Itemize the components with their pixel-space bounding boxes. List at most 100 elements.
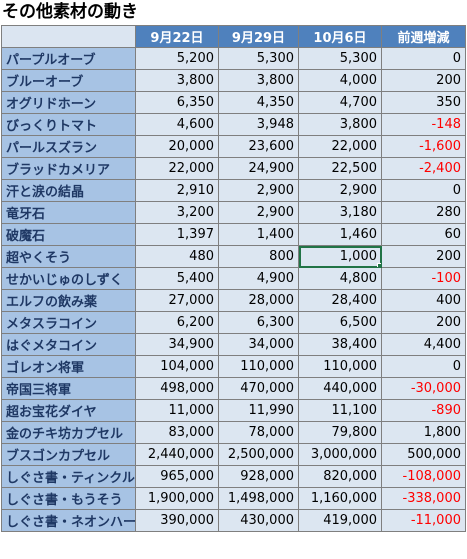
weekly-change-cell[interactable]: -148 bbox=[381, 113, 466, 136]
item-name-cell[interactable]: 破魔石 bbox=[1, 223, 136, 246]
price-oct6-cell[interactable]: 6,500 bbox=[298, 311, 382, 334]
weekly-change-cell[interactable]: 60 bbox=[381, 223, 466, 246]
price-sep22-cell[interactable]: 3,800 bbox=[135, 69, 219, 92]
price-oct6-cell[interactable]: 28,400 bbox=[298, 289, 382, 312]
price-sep22-cell[interactable]: 11,000 bbox=[135, 399, 219, 422]
item-name-cell[interactable]: 超お宝花ダイヤ bbox=[1, 399, 136, 422]
price-sep22-cell[interactable]: 498,000 bbox=[135, 377, 219, 400]
column-header-sep29[interactable]: 9月29日 bbox=[218, 25, 299, 48]
price-sep22-cell[interactable]: 104,000 bbox=[135, 355, 219, 378]
column-header-weekly-change[interactable]: 前週増減 bbox=[381, 25, 466, 48]
price-oct6-cell[interactable]: 1,000 bbox=[298, 245, 382, 268]
weekly-change-cell[interactable]: 1,800 bbox=[381, 421, 466, 444]
price-sep22-cell[interactable]: 27,000 bbox=[135, 289, 219, 312]
weekly-change-cell[interactable]: 4,400 bbox=[381, 333, 466, 356]
weekly-change-cell[interactable]: -338,000 bbox=[381, 487, 466, 510]
weekly-change-cell[interactable]: -11,000 bbox=[381, 509, 466, 532]
price-sep29-cell[interactable]: 78,000 bbox=[218, 421, 299, 444]
price-sep22-cell[interactable]: 2,440,000 bbox=[135, 443, 219, 466]
price-sep29-cell[interactable]: 1,400 bbox=[218, 223, 299, 246]
price-oct6-cell[interactable]: 4,800 bbox=[298, 267, 382, 290]
item-name-cell[interactable]: しぐさ書・ティンクル bbox=[1, 465, 136, 488]
price-sep22-cell[interactable]: 6,350 bbox=[135, 91, 219, 114]
item-name-cell[interactable]: せかいじゅのしずく bbox=[1, 267, 136, 290]
weekly-change-cell[interactable]: 0 bbox=[381, 179, 466, 202]
price-oct6-cell[interactable]: 22,500 bbox=[298, 157, 382, 180]
price-sep22-cell[interactable]: 1,397 bbox=[135, 223, 219, 246]
price-sep29-cell[interactable]: 3,800 bbox=[218, 69, 299, 92]
price-sep22-cell[interactable]: 6,200 bbox=[135, 311, 219, 334]
item-name-cell[interactable]: ブラッドカメリア bbox=[1, 157, 136, 180]
weekly-change-cell[interactable]: -890 bbox=[381, 399, 466, 422]
price-sep29-cell[interactable]: 928,000 bbox=[218, 465, 299, 488]
price-sep29-cell[interactable]: 5,300 bbox=[218, 47, 299, 70]
item-name-cell[interactable]: 超やくそう bbox=[1, 245, 136, 268]
price-sep29-cell[interactable]: 11,990 bbox=[218, 399, 299, 422]
price-oct6-cell[interactable]: 22,000 bbox=[298, 135, 382, 158]
item-name-cell[interactable]: しぐさ書・ネオンハート bbox=[1, 509, 136, 532]
price-sep29-cell[interactable]: 430,000 bbox=[218, 509, 299, 532]
price-oct6-cell[interactable]: 110,000 bbox=[298, 355, 382, 378]
price-oct6-cell[interactable]: 3,000,000 bbox=[298, 443, 382, 466]
item-name-cell[interactable]: パールスズラン bbox=[1, 135, 136, 158]
price-oct6-cell[interactable]: 11,100 bbox=[298, 399, 382, 422]
price-oct6-cell[interactable]: 79,800 bbox=[298, 421, 382, 444]
price-sep29-cell[interactable]: 2,900 bbox=[218, 179, 299, 202]
price-sep29-cell[interactable]: 2,500,000 bbox=[218, 443, 299, 466]
price-oct6-cell[interactable]: 1,160,000 bbox=[298, 487, 382, 510]
price-sep29-cell[interactable]: 800 bbox=[218, 245, 299, 268]
price-oct6-cell[interactable]: 38,400 bbox=[298, 333, 382, 356]
item-name-cell[interactable]: ブスゴンカプセル bbox=[1, 443, 136, 466]
item-name-cell[interactable]: ゴレオン将軍 bbox=[1, 355, 136, 378]
weekly-change-cell[interactable]: 0 bbox=[381, 355, 466, 378]
item-name-cell[interactable]: 金のチキ坊カプセル bbox=[1, 421, 136, 444]
price-oct6-cell[interactable]: 4,700 bbox=[298, 91, 382, 114]
item-name-cell[interactable]: エルフの飲み薬 bbox=[1, 289, 136, 312]
item-name-cell[interactable]: びっくりトマト bbox=[1, 113, 136, 136]
price-sep22-cell[interactable]: 83,000 bbox=[135, 421, 219, 444]
price-oct6-cell[interactable]: 2,900 bbox=[298, 179, 382, 202]
item-name-cell[interactable]: はぐメタコイン bbox=[1, 333, 136, 356]
price-sep29-cell[interactable]: 470,000 bbox=[218, 377, 299, 400]
weekly-change-cell[interactable]: 400 bbox=[381, 289, 466, 312]
item-name-cell[interactable]: 竜牙石 bbox=[1, 201, 136, 224]
price-sep22-cell[interactable]: 1,900,000 bbox=[135, 487, 219, 510]
price-sep22-cell[interactable]: 965,000 bbox=[135, 465, 219, 488]
price-sep22-cell[interactable]: 5,200 bbox=[135, 47, 219, 70]
price-oct6-cell[interactable]: 419,000 bbox=[298, 509, 382, 532]
price-sep22-cell[interactable]: 34,900 bbox=[135, 333, 219, 356]
price-sep29-cell[interactable]: 28,000 bbox=[218, 289, 299, 312]
weekly-change-cell[interactable]: 0 bbox=[381, 47, 466, 70]
price-sep22-cell[interactable]: 3,200 bbox=[135, 201, 219, 224]
weekly-change-cell[interactable]: -2,400 bbox=[381, 157, 466, 180]
price-sep22-cell[interactable]: 22,000 bbox=[135, 157, 219, 180]
price-sep29-cell[interactable]: 1,498,000 bbox=[218, 487, 299, 510]
price-oct6-cell[interactable]: 1,460 bbox=[298, 223, 382, 246]
price-sep29-cell[interactable]: 3,948 bbox=[218, 113, 299, 136]
price-sep29-cell[interactable]: 4,900 bbox=[218, 267, 299, 290]
price-oct6-cell[interactable]: 4,000 bbox=[298, 69, 382, 92]
price-sep22-cell[interactable]: 20,000 bbox=[135, 135, 219, 158]
price-oct6-cell[interactable]: 3,180 bbox=[298, 201, 382, 224]
weekly-change-cell[interactable]: -100 bbox=[381, 267, 466, 290]
weekly-change-cell[interactable]: 350 bbox=[381, 91, 466, 114]
weekly-change-cell[interactable]: -108,000 bbox=[381, 465, 466, 488]
price-oct6-cell[interactable]: 820,000 bbox=[298, 465, 382, 488]
price-sep22-cell[interactable]: 480 bbox=[135, 245, 219, 268]
item-name-cell[interactable]: 帝国三将軍 bbox=[1, 377, 136, 400]
price-sep29-cell[interactable]: 2,900 bbox=[218, 201, 299, 224]
weekly-change-cell[interactable]: 200 bbox=[381, 311, 466, 334]
item-name-cell[interactable]: ブルーオーブ bbox=[1, 69, 136, 92]
price-sep29-cell[interactable]: 23,600 bbox=[218, 135, 299, 158]
item-name-cell[interactable]: 汗と涙の結晶 bbox=[1, 179, 136, 202]
item-name-cell[interactable]: しぐさ書・もうそう bbox=[1, 487, 136, 510]
price-oct6-cell[interactable]: 440,000 bbox=[298, 377, 382, 400]
price-sep22-cell[interactable]: 4,600 bbox=[135, 113, 219, 136]
price-sep29-cell[interactable]: 24,900 bbox=[218, 157, 299, 180]
price-sep29-cell[interactable]: 4,350 bbox=[218, 91, 299, 114]
price-sep29-cell[interactable]: 6,300 bbox=[218, 311, 299, 334]
weekly-change-cell[interactable]: 200 bbox=[381, 69, 466, 92]
corner-cell[interactable] bbox=[1, 25, 136, 48]
price-sep29-cell[interactable]: 110,000 bbox=[218, 355, 299, 378]
price-sep22-cell[interactable]: 5,400 bbox=[135, 267, 219, 290]
